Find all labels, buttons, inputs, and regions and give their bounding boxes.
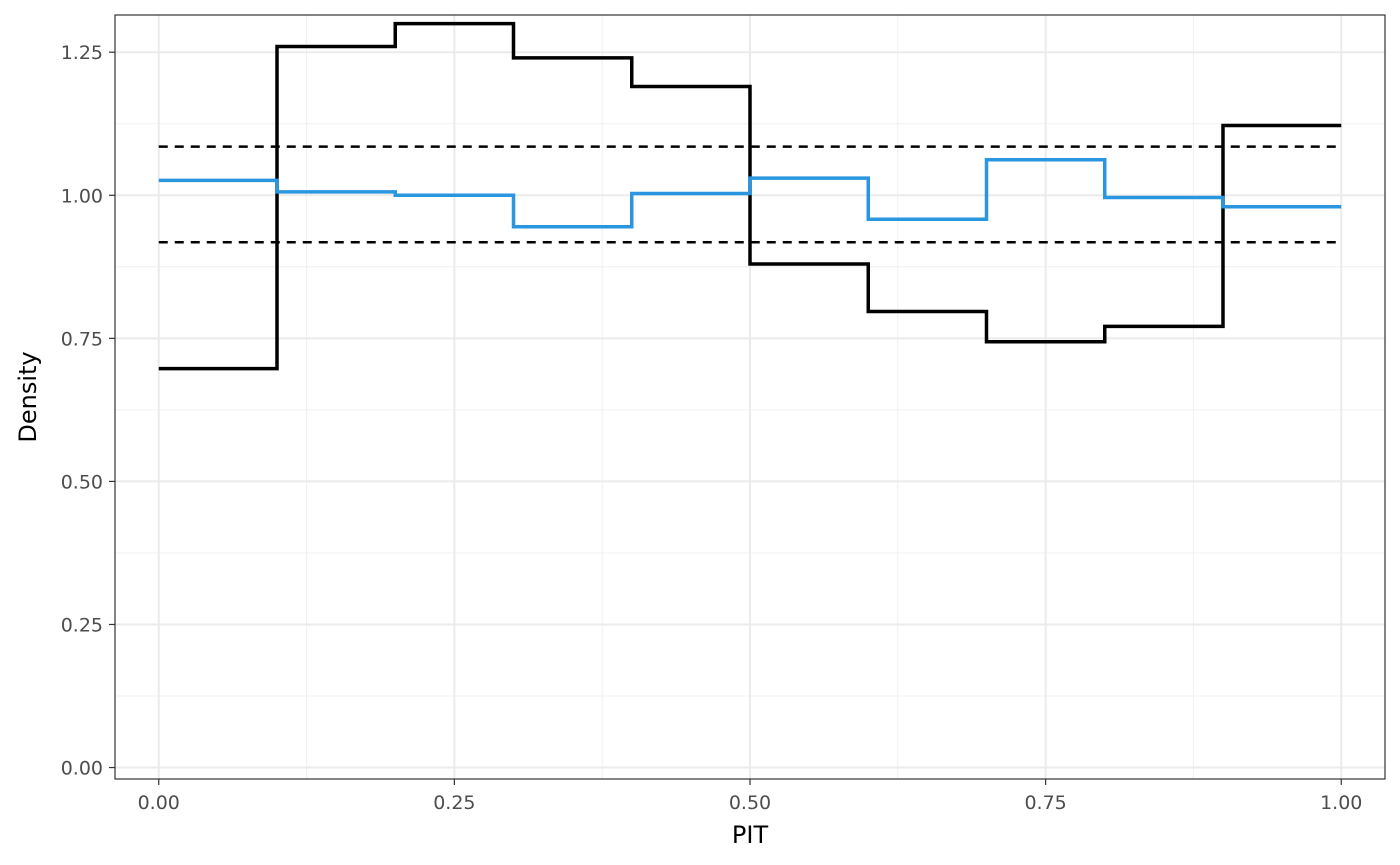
step-series-line-1 bbox=[158, 21, 1342, 371]
x-axis-title: PIT bbox=[732, 821, 769, 849]
x-tick-label: 0.25 bbox=[433, 792, 475, 814]
major-gridlines bbox=[115, 15, 1385, 779]
y-axis-title: Density bbox=[14, 351, 42, 442]
y-axis-ticks: 0.00 0.25 0.50 0.75 1.00 1.25 bbox=[61, 42, 115, 780]
step-series-line-2 bbox=[158, 158, 1342, 229]
y-tick-label: 0.50 bbox=[61, 471, 103, 493]
y-tick-label: 0.25 bbox=[61, 614, 103, 636]
x-tick-label: 0.50 bbox=[729, 792, 771, 814]
y-tick-label: 0.75 bbox=[61, 328, 103, 350]
x-tick-label: 1.00 bbox=[1320, 792, 1362, 814]
y-tick-label: 1.25 bbox=[61, 42, 103, 64]
y-tick-label: 0.00 bbox=[61, 758, 103, 780]
x-tick-label: 0.00 bbox=[138, 792, 180, 814]
x-axis-ticks: 0.00 0.25 0.50 0.75 1.00 bbox=[138, 779, 1362, 814]
y-tick-label: 1.00 bbox=[61, 185, 103, 207]
reference-lines bbox=[158, 145, 1342, 244]
x-tick-label: 0.75 bbox=[1024, 792, 1066, 814]
series-lines bbox=[158, 21, 1342, 371]
